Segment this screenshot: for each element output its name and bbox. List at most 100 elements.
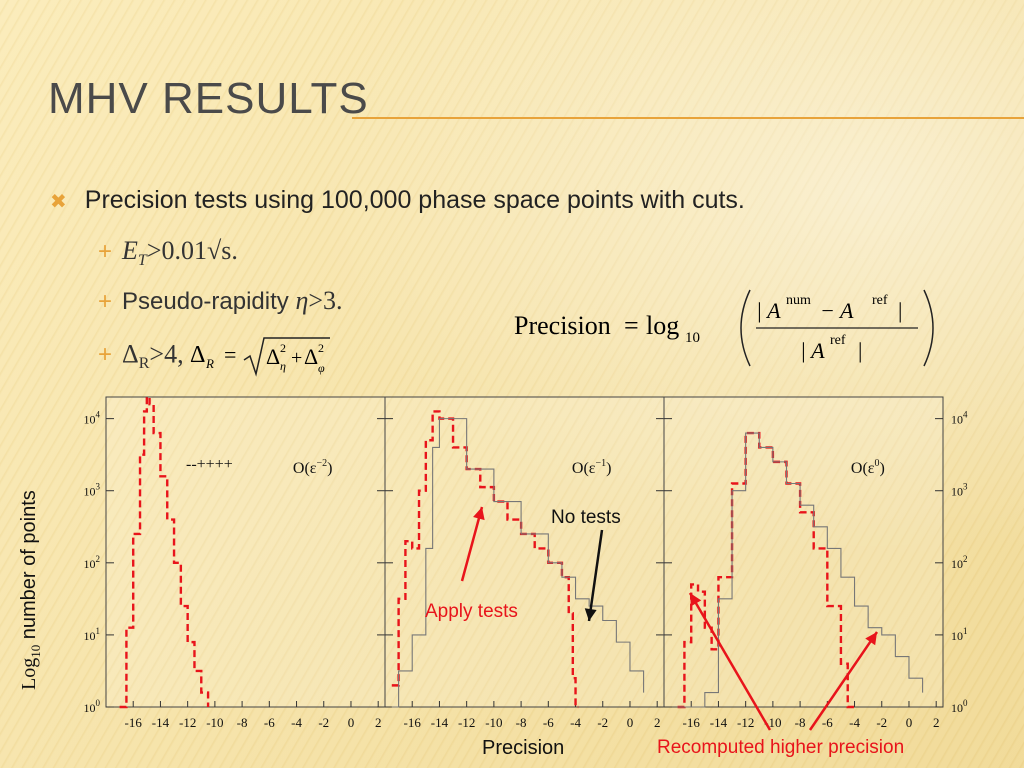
slide-title: MHV Results: [48, 74, 369, 123]
svg-text:num: num: [786, 293, 811, 308]
x-tick-label: -6: [543, 715, 554, 730]
histogram-panels: -16 -14 -12 -10 -8 -6 -4 -2 0 2100101102103104O(ε…: [84, 395, 968, 731]
x-tick-label: -4: [570, 715, 581, 730]
apply-tests-note: Apply tests: [425, 601, 518, 622]
recomputed-arrow-right: [808, 631, 879, 731]
x-tick-label: -14: [152, 715, 170, 730]
y-tick-exponent: 2: [96, 554, 101, 564]
x-tick-label: -16: [683, 715, 701, 730]
y-tick-exponent: 1: [96, 626, 101, 636]
svg-text:η: η: [280, 359, 286, 373]
x-tick-label: -10: [206, 715, 223, 730]
x-tick-label: -4: [849, 715, 860, 730]
x-tick-label: -16: [404, 715, 422, 730]
y-tick-exponent: 2: [963, 554, 968, 564]
y-tick-label: 104: [951, 410, 968, 427]
x-tick-label: -12: [458, 715, 475, 730]
x-tick-label: 0: [348, 715, 355, 730]
x-tick-label: 2: [654, 715, 661, 730]
y-tick-exponent: 4: [96, 410, 101, 420]
svg-text:2: 2: [318, 341, 324, 355]
x-tick-label: 2: [933, 715, 940, 730]
plus-bullet-icon: +: [98, 288, 113, 315]
panel-order-exponent: 0: [875, 458, 880, 469]
recomputed-arrow-right-head: [865, 632, 877, 646]
svg-text:2: 2: [280, 341, 286, 355]
plus-bullet-icon: +: [98, 341, 113, 369]
panel-order-close: ): [880, 460, 885, 477]
plus-bullet-icon: +: [98, 238, 113, 265]
sub-bullet-eta: + Pseudo-rapidity η>3.: [98, 286, 343, 315]
y-tick-label: 101: [951, 626, 968, 643]
x-tick-label: 0: [906, 715, 913, 730]
svg-text:| A: | A: [800, 338, 825, 363]
panel-order-label: O(ε−1): [572, 458, 612, 477]
y-tick-label: 102: [84, 554, 101, 571]
panel-order-exponent: −1: [596, 458, 607, 469]
y-tick-exponent: 0: [96, 698, 101, 708]
series-solid-line: [391, 418, 645, 708]
svg-text:Δ: Δ: [190, 342, 205, 368]
svg-text:=: =: [624, 311, 639, 340]
y-tick-label: 103: [84, 482, 101, 499]
x-tick-label: -2: [876, 715, 887, 730]
apply-tests-arrow: [460, 506, 484, 582]
panel-frame: [663, 396, 944, 708]
y-tick-exponent: 1: [963, 626, 968, 636]
panel-order-label: O(ε0): [851, 458, 885, 477]
svg-text:Δ: Δ: [266, 344, 280, 369]
y-tick-label: 102: [951, 554, 968, 571]
series-solid-line: [677, 432, 924, 708]
svg-text:+: +: [291, 347, 302, 369]
svg-text:=: =: [224, 342, 236, 367]
panel-order-label: O(ε−2): [293, 458, 333, 477]
no-tests-arrow: [587, 529, 604, 622]
apply-tests-arrow-head: [473, 507, 485, 521]
svg-text:| A: | A: [756, 298, 781, 323]
x-tick-label: -8: [516, 715, 527, 730]
y-tick-label: 104: [84, 410, 101, 427]
main-bullet-text: Precision tests using 100,000 phase spac…: [84, 186, 745, 214]
y-tick-label: 100: [84, 698, 101, 715]
x-tick-label: -10: [485, 715, 502, 730]
panel-frame: [105, 396, 386, 708]
y-tick-label: 103: [951, 482, 968, 499]
sub-bullet-delta-r: + ΔR>4, Δ R = Δ η 2 + Δ φ 2: [98, 334, 331, 378]
y-axis-label: Log10 number of points: [18, 490, 43, 690]
svg-text:ref: ref: [872, 293, 888, 308]
svg-text:R: R: [205, 356, 214, 371]
y-tick-exponent: 0: [963, 698, 968, 708]
svg-text:ref: ref: [830, 333, 846, 348]
recomputed-note: Recomputed higher precision: [657, 737, 905, 758]
x-tick-label: -14: [431, 715, 449, 730]
y-tick-label: 100: [951, 698, 968, 715]
svg-text:Precision: Precision: [514, 311, 611, 340]
no-tests-arrow-head: [584, 608, 597, 621]
svg-text:10: 10: [685, 330, 700, 346]
recomputed-arrow-left-head: [690, 593, 702, 607]
recomputed-arrow-left: [688, 592, 772, 731]
x-tick-label: -12: [179, 715, 196, 730]
delta-r-formula: Δ R = Δ η 2 + Δ φ 2: [190, 337, 331, 377]
x-tick-label: -8: [237, 715, 248, 730]
svg-text:|: |: [898, 298, 902, 323]
svg-text:log: log: [646, 311, 679, 340]
legend-key: --++++: [186, 456, 233, 473]
x-axis-label: Precision: [482, 737, 565, 759]
y-tick-exponent: 3: [96, 482, 101, 492]
svg-text:φ: φ: [318, 361, 325, 375]
series-dashed-line: [119, 395, 210, 709]
x-tick-label: -8: [795, 715, 806, 730]
x-tick-label: -6: [822, 715, 833, 730]
svg-text:Δ: Δ: [304, 344, 318, 369]
x-tick-label: -4: [291, 715, 302, 730]
y-tick-label: 101: [84, 626, 101, 643]
x-tick-label: 0: [627, 715, 634, 730]
x-tick-label: -2: [597, 715, 608, 730]
precision-formula: Precision = log 10 | A num − A ref | | A…: [514, 289, 934, 367]
title-rule: [352, 117, 1024, 119]
x-tick-label: -14: [710, 715, 728, 730]
x-tick-label: 2: [375, 715, 382, 730]
x-tick-label: -2: [318, 715, 329, 730]
x-tick-label: -16: [125, 715, 143, 730]
